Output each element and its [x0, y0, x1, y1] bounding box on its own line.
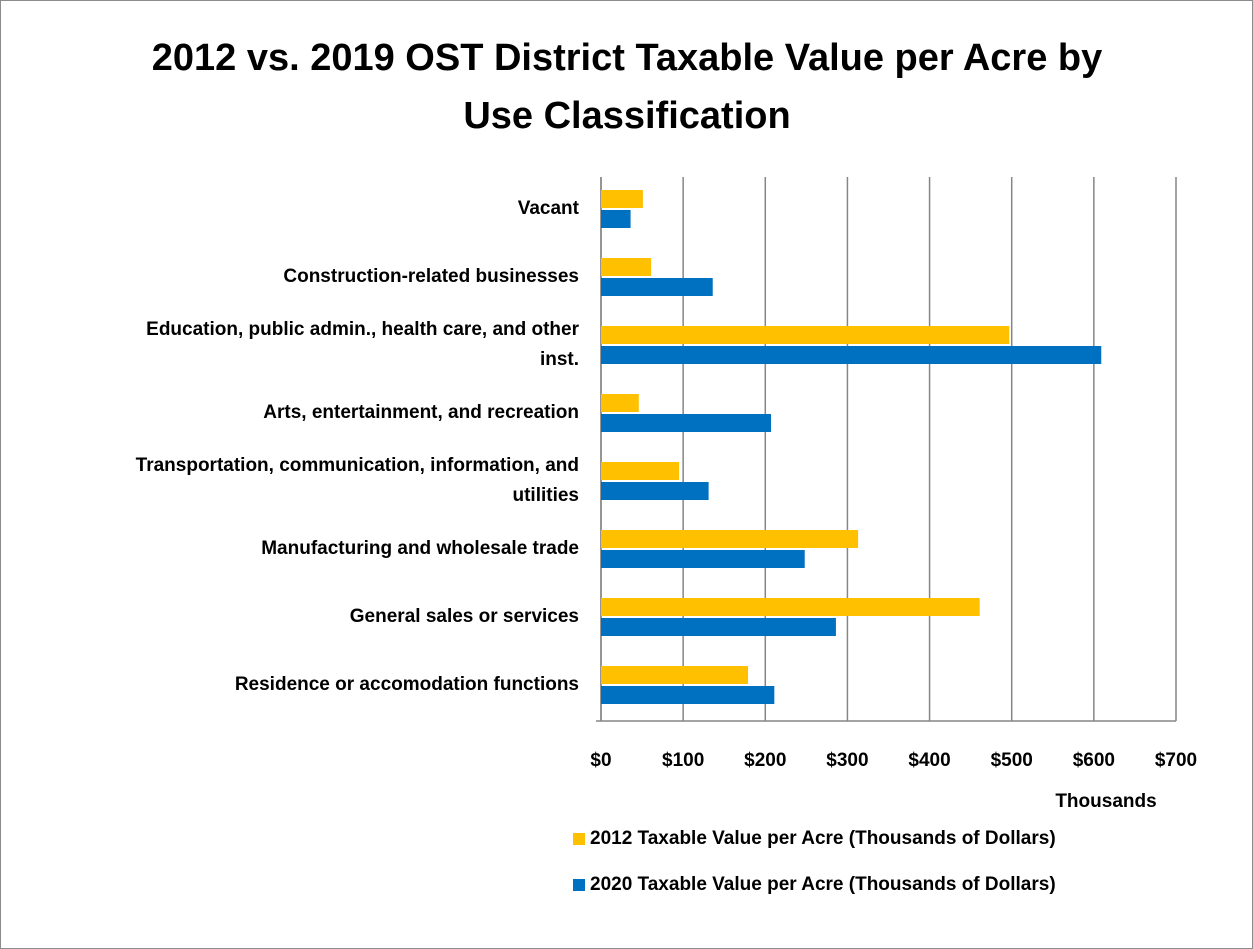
y-tick-label: Manufacturing and wholesale trade — [261, 538, 579, 559]
bar — [601, 462, 680, 480]
x-tick-label: $200 — [744, 750, 786, 771]
y-tick-label: General sales or services — [349, 606, 579, 627]
legend-label: 2020 Taxable Value per Acre (Thousands o… — [590, 874, 1056, 895]
y-tick-label: Transportation, communication, informati… — [135, 455, 579, 506]
y-tick-label: Construction-related businesses — [283, 266, 579, 287]
legend-item: 2012 Taxable Value per Acre (Thousands o… — [573, 828, 1056, 850]
chart-title: 2012 vs. 2019 OST District Taxable Value… — [151, 37, 1103, 137]
bar — [601, 530, 859, 548]
bar — [601, 414, 772, 432]
y-tick-label: Arts, entertainment, and recreation — [263, 402, 579, 423]
bar — [601, 550, 805, 568]
legend-label: 2012 Taxable Value per Acre (Thousands o… — [590, 828, 1056, 849]
y-tick-label: Vacant — [517, 198, 579, 219]
bar — [601, 326, 1010, 344]
legend-swatch — [573, 833, 585, 845]
x-axis-title: Thousands — [1055, 791, 1156, 812]
legend-item: 2020 Taxable Value per Acre (Thousands o… — [573, 874, 1056, 896]
y-tick-label: Residence or accomodation functions — [234, 674, 579, 695]
bar — [601, 666, 749, 684]
x-tick-label: $500 — [991, 750, 1033, 771]
x-tick-label: $300 — [826, 750, 868, 771]
bar — [601, 346, 1102, 364]
bar — [601, 190, 643, 208]
bar — [601, 394, 639, 412]
x-tick-label: $700 — [1155, 750, 1197, 771]
legend-swatch — [573, 879, 585, 891]
bar — [601, 278, 713, 296]
x-tick-label: $0 — [590, 750, 611, 771]
x-tick-label: $600 — [1073, 750, 1115, 771]
x-tick-label: $100 — [662, 750, 704, 771]
bar — [601, 686, 775, 704]
bar — [601, 482, 709, 500]
bar — [601, 258, 652, 276]
bar — [601, 210, 631, 228]
y-tick-label: Education, public admin., health care, a… — [146, 319, 579, 370]
bar — [601, 618, 836, 636]
x-tick-label: $400 — [908, 750, 950, 771]
bar — [601, 598, 980, 616]
